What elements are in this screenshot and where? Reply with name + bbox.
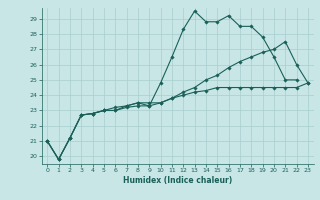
- X-axis label: Humidex (Indice chaleur): Humidex (Indice chaleur): [123, 176, 232, 185]
